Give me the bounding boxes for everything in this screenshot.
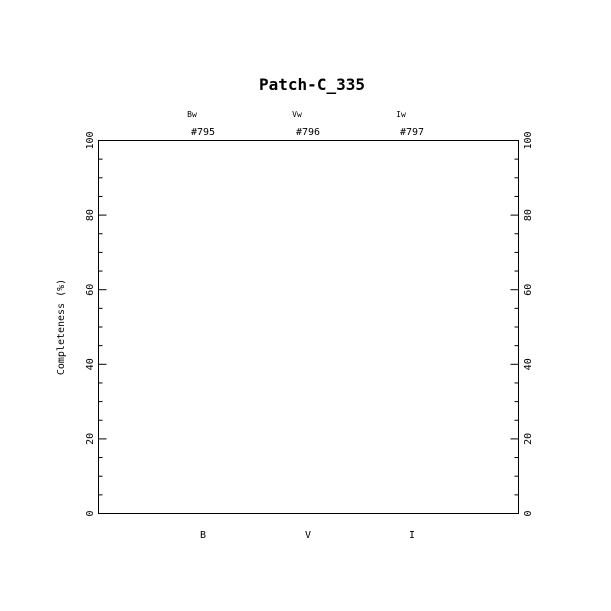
- y-tick-label-right: 100: [523, 131, 534, 149]
- x-category-label: B: [200, 530, 206, 541]
- y-tick-label-right: 60: [523, 284, 534, 296]
- x-category-label: V: [305, 530, 311, 541]
- y-tick-label-left: 80: [85, 209, 96, 221]
- exposure-id-label: #795: [191, 127, 215, 138]
- filter-label: Iw: [396, 110, 406, 119]
- y-tick-label-left: 100: [85, 131, 96, 149]
- chart-title: Patch-C_335: [259, 75, 365, 94]
- y-tick-label-left: 60: [85, 284, 96, 296]
- x-category-label: I: [409, 530, 415, 541]
- filter-label: Bw: [187, 110, 197, 119]
- exposure-id-label: #796: [296, 127, 320, 138]
- y-tick-label-right: 40: [523, 358, 534, 370]
- filter-label: Vw: [292, 110, 302, 119]
- exposure-id-label: #797: [400, 127, 424, 138]
- y-tick-label-left: 0: [85, 510, 96, 516]
- y-tick-label-right: 20: [523, 433, 534, 445]
- y-axis-label: Completeness (%): [56, 279, 67, 375]
- y-tick-label-left: 40: [85, 358, 96, 370]
- y-tick-label-right: 80: [523, 209, 534, 221]
- y-tick-label-left: 20: [85, 433, 96, 445]
- y-tick-label-right: 0: [523, 510, 534, 516]
